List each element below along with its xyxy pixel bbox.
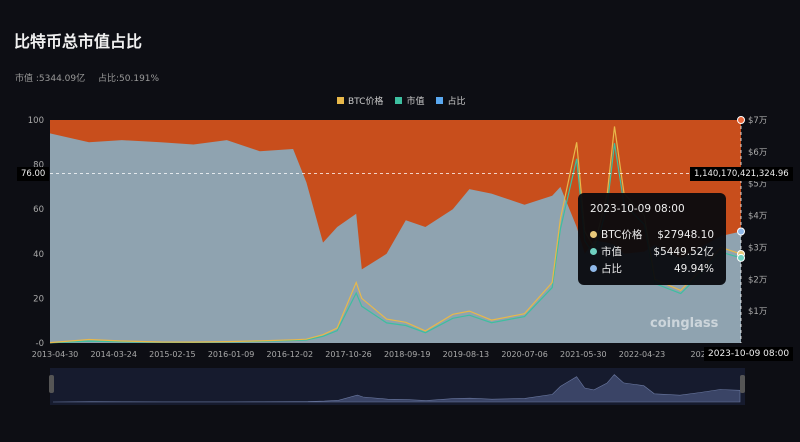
tooltip-row-price: BTC价格 $27948.10 — [590, 227, 714, 242]
x-tick: 2022-04-23 — [619, 350, 666, 359]
legend-item-dominance[interactable]: 占比 — [436, 94, 465, 107]
market-cap-summary: 市值 :5344.09亿 — [15, 74, 86, 84]
legend-item-price[interactable]: BTC价格 — [337, 94, 383, 107]
tooltip-date: 2023-10-09 08:00 — [590, 203, 685, 215]
y-right-tick: $1万 — [748, 307, 767, 317]
y-right-tick: $4万 — [748, 212, 767, 222]
y-left-tick: 60 — [33, 205, 44, 215]
hover-point-2 — [737, 253, 745, 262]
dominance-area — [50, 133, 741, 343]
x-tick: 2020-07-06 — [501, 350, 548, 359]
legend: BTC价格 市值 占比 — [337, 94, 465, 107]
y-left-tick: 20 — [33, 294, 44, 304]
x-tick: 2014-03-24 — [90, 350, 137, 359]
crosshair-left-label: 76.00 — [17, 167, 50, 181]
x-tick: 2016-01-09 — [208, 350, 255, 359]
x-tick: 2023 — [691, 350, 711, 359]
y-right-tick: $7万 — [748, 116, 767, 126]
y-left-tick: 40 — [33, 250, 44, 260]
legend-item-mcap[interactable]: 市值 — [395, 94, 424, 107]
tooltip: 2023-10-09 08:00 BTC价格 $27948.10 市值 $5449.… — [578, 193, 726, 285]
tooltip-row-mcap: 市值 $5449.52亿 — [590, 244, 714, 259]
page-title: 比特币总市值占比 — [14, 32, 143, 51]
x-tick: 2021-05-30 — [560, 350, 607, 359]
dominance-summary: 占比:50.191% — [98, 74, 160, 84]
x-tick: 2019-08-13 — [443, 350, 490, 359]
summary: 市值 :5344.09亿 占比:50.191% — [15, 71, 169, 84]
y-left-tick: -0 — [36, 339, 44, 349]
coinglass-watermark: coinglass — [650, 316, 719, 331]
x-tick: 2017-10-26 — [325, 350, 372, 359]
crosshair-x-label: 2023-10-09 08:00 — [704, 347, 794, 361]
x-tick: 2015-02-15 — [149, 350, 196, 359]
x-tick: 2013-04-30 — [32, 350, 79, 359]
hover-point-0 — [737, 227, 745, 236]
y-right-tick: $2万 — [748, 275, 767, 285]
datazoom-handle-right[interactable] — [740, 375, 745, 393]
x-tick: 2016-12-02 — [267, 350, 314, 359]
y-right-tick: $3万 — [748, 243, 767, 253]
hover-point-3 — [737, 116, 745, 124]
datazoom-handle-left[interactable] — [49, 375, 54, 393]
x-tick: 2018-09-19 — [384, 350, 431, 359]
tooltip-row-dominance: 占比 49.94% — [590, 261, 714, 276]
y-right-tick: $6万 — [748, 148, 767, 158]
y-left-tick: 80 — [33, 161, 44, 171]
datazoom-preview — [52, 374, 741, 403]
y-left-tick: 100 — [28, 116, 44, 126]
crosshair-right-label: 1,140,170,421,324.96 — [690, 167, 793, 181]
y-right-tick: $5万 — [748, 180, 767, 190]
